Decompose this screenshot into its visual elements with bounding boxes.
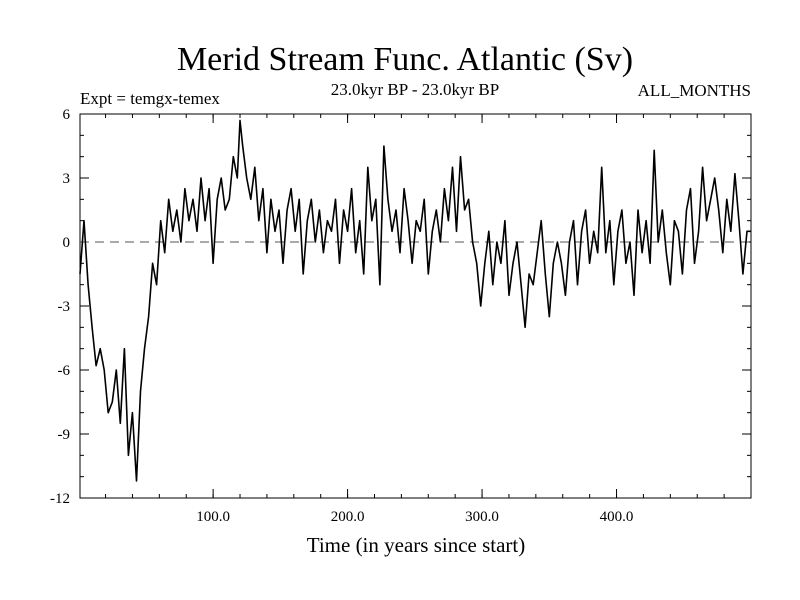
y-tick-label: -9 [58,427,71,443]
y-tick-label: 3 [63,171,71,187]
y-tick-label: -6 [58,363,71,379]
experiment-label: Expt = temgx-temex [80,89,220,108]
plot-area: 100.0 200.0 300.0 400.0 6 3 0 -3 -6 -9 -12 [50,107,752,525]
y-tick-label: 6 [63,107,71,123]
series-line [79,119,751,482]
y-tick-label: -12 [50,491,70,507]
months-label: ALL_MONTHS [638,81,751,100]
x-tick-label: 300.0 [465,509,499,525]
x-tick-label: 400.0 [600,509,634,525]
x-tick-label: 100.0 [196,509,230,525]
x-tick-label: 200.0 [331,509,365,525]
chart-subtitle: 23.0kyr BP - 23.0kyr BP [331,80,499,99]
y-tick-label: 0 [63,235,71,251]
y-tick-label: -3 [58,299,71,315]
x-axis-label: Time (in years since start) [307,533,526,557]
chart-title: Merid Stream Func. Atlantic (Sv) [177,41,633,78]
